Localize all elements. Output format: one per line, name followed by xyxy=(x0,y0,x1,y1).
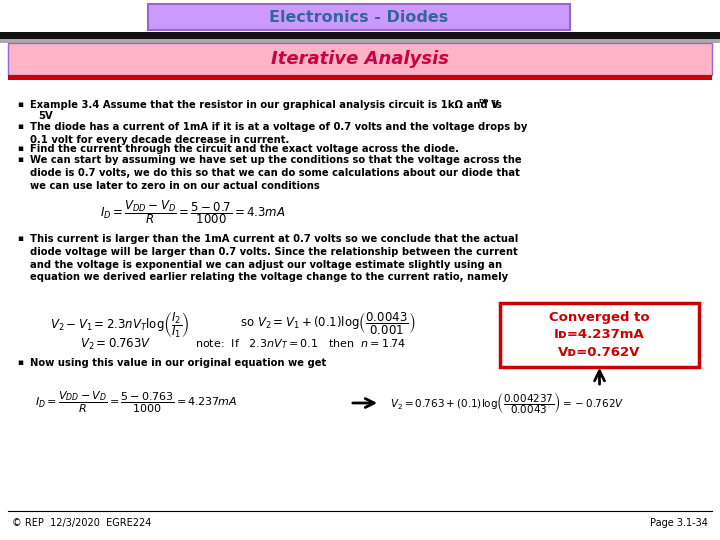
Text: The diode has a current of 1mA if it is at a voltage of 0.7 volts and the voltag: The diode has a current of 1mA if it is … xyxy=(30,122,527,145)
Text: Page 3.1-34: Page 3.1-34 xyxy=(650,518,708,528)
Text: Find the current through the circuit and the exact voltage across the diode.: Find the current through the circuit and… xyxy=(30,144,459,154)
Text: We can start by assuming we have set up the conditions so that the voltage acros: We can start by assuming we have set up … xyxy=(30,155,521,191)
Bar xyxy=(8,75,712,80)
Text: $I_D = \dfrac{V_{DD}-V_D}{R} = \dfrac{5-0.7}{1000} = 4.3mA$: $I_D = \dfrac{V_{DD}-V_D}{R} = \dfrac{5-… xyxy=(100,198,285,226)
Bar xyxy=(0,32,720,39)
Bar xyxy=(8,43,712,75)
Text: $I_D=\dfrac{V_{DD}-V_D}{R}=\dfrac{5-0.763}{1000}=4.237mA$: $I_D=\dfrac{V_{DD}-V_D}{R}=\dfrac{5-0.76… xyxy=(35,390,238,415)
Bar xyxy=(0,39,720,43)
Text: Converged to
Iᴅ=4.237mA
Vᴅ=0.762V: Converged to Iᴅ=4.237mA Vᴅ=0.762V xyxy=(549,310,650,360)
Text: ▪: ▪ xyxy=(17,234,23,243)
Text: is: is xyxy=(489,100,502,110)
Text: Now using this value in our original equation we get: Now using this value in our original equ… xyxy=(30,358,326,368)
Text: ▪: ▪ xyxy=(17,122,23,131)
Text: DD: DD xyxy=(478,99,488,104)
Text: $V_2=0.763+(0.1)\log\!\left(\dfrac{0.004237}{0.0043}\right)=-0.762V$: $V_2=0.763+(0.1)\log\!\left(\dfrac{0.004… xyxy=(390,390,624,416)
FancyBboxPatch shape xyxy=(148,4,570,30)
Text: $V_2-V_1=2.3nV_T\log\!\left(\dfrac{I_2}{I_1}\right)$: $V_2-V_1=2.3nV_T\log\!\left(\dfrac{I_2}{… xyxy=(50,310,189,340)
Text: ▪: ▪ xyxy=(17,144,23,153)
Text: $V_2=0.763V$: $V_2=0.763V$ xyxy=(80,337,151,352)
Text: Iterative Analysis: Iterative Analysis xyxy=(271,50,449,68)
Text: This current is larger than the 1mA current at 0.7 volts so we conclude that the: This current is larger than the 1mA curr… xyxy=(30,234,518,282)
Text: so $V_2=V_1+(0.1)\log\!\left(\dfrac{0.0043}{0.001}\right)$: so $V_2=V_1+(0.1)\log\!\left(\dfrac{0.00… xyxy=(240,310,415,336)
Text: note:  If   $2.3nV_T=0.1$   then  $n=1.74$: note: If $2.3nV_T=0.1$ then $n=1.74$ xyxy=(195,337,406,351)
Text: ▪: ▪ xyxy=(17,358,23,367)
Text: ▪: ▪ xyxy=(17,155,23,164)
Text: Electronics - Diodes: Electronics - Diodes xyxy=(269,10,449,24)
Text: ▪: ▪ xyxy=(17,100,23,109)
FancyBboxPatch shape xyxy=(500,303,699,367)
Text: Example 3.4 Assume that the resistor in our graphical analysis circuit is 1kΩ an: Example 3.4 Assume that the resistor in … xyxy=(30,100,499,110)
Text: © REP  12/3/2020  EGRE224: © REP 12/3/2020 EGRE224 xyxy=(12,518,151,528)
Text: 5V: 5V xyxy=(38,111,53,121)
